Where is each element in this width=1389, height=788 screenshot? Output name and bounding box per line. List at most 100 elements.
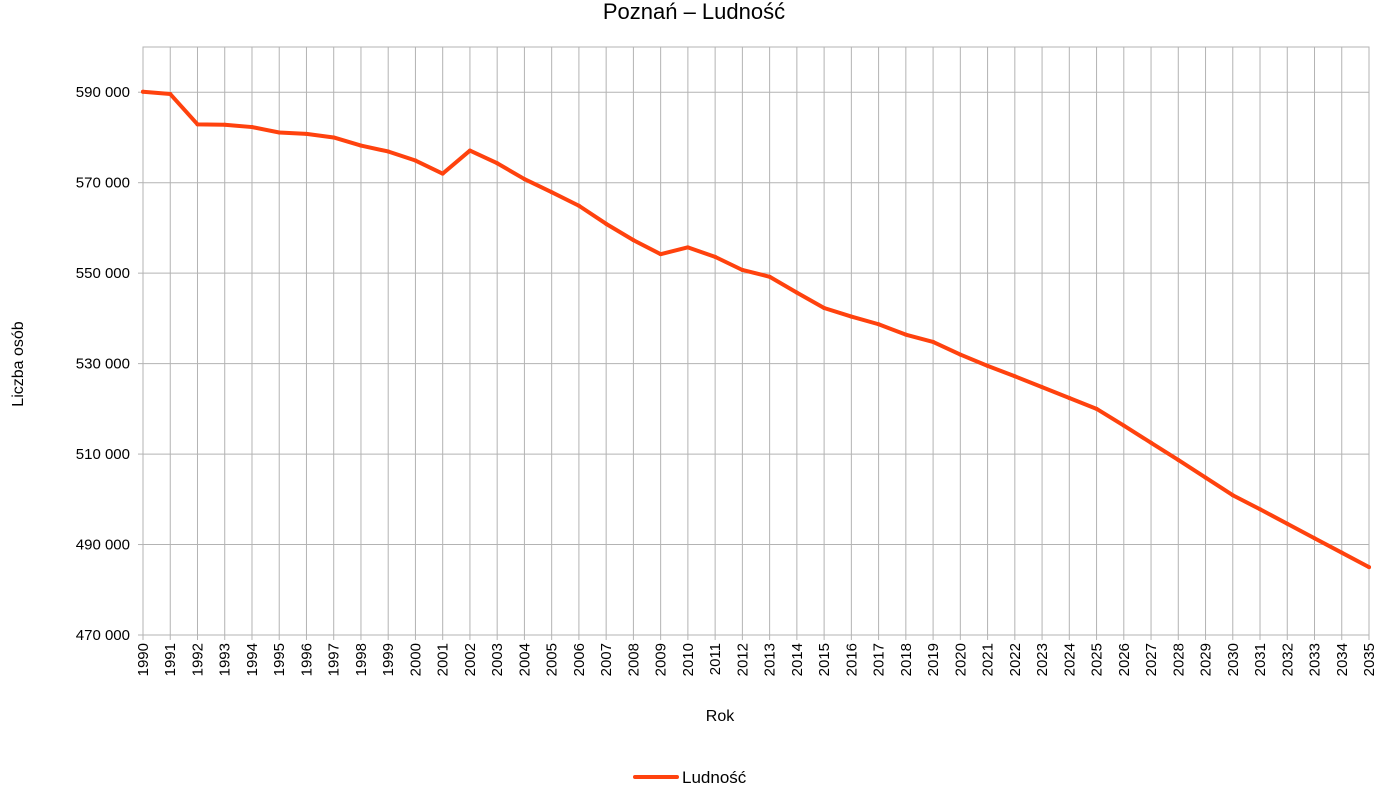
y-tick-label: 590 000 <box>76 84 130 101</box>
y-tick-label: 510 000 <box>76 446 130 463</box>
data-point <box>195 122 200 127</box>
data-point <box>1367 565 1371 570</box>
data-point <box>931 339 936 344</box>
x-tick-label: 2002 <box>462 643 479 676</box>
data-point <box>658 252 663 257</box>
data-point <box>249 125 254 130</box>
y-tick-label: 470 000 <box>76 627 130 644</box>
x-tick-label: 2026 <box>1116 643 1133 676</box>
data-point <box>985 363 990 368</box>
x-tick-label: 2008 <box>625 643 642 676</box>
data-point <box>849 314 854 319</box>
x-tick-label: 2035 <box>1361 643 1378 676</box>
x-tick-label: 2021 <box>980 643 997 676</box>
data-point <box>1176 457 1181 462</box>
data-point <box>1203 475 1208 480</box>
x-tick-label: 1997 <box>326 643 343 676</box>
x-tick-label: 1999 <box>380 643 397 676</box>
y-tick-label: 530 000 <box>76 356 130 373</box>
data-point <box>604 221 609 226</box>
x-tick-label: 2000 <box>407 643 424 676</box>
series-line-ludnosc <box>141 89 1371 570</box>
data-point <box>822 305 827 310</box>
x-tick-label: 1996 <box>298 643 315 676</box>
data-point <box>903 332 908 337</box>
data-point <box>141 89 145 94</box>
data-point <box>1121 423 1126 428</box>
x-axis-tick-labels: 1990 1991 1992 1993 1994 1995 1996 1997 1998 1999… <box>135 643 1378 676</box>
legend-label-ludnosc: Ludność <box>682 768 747 787</box>
data-point <box>222 122 227 127</box>
data-point <box>576 203 581 208</box>
x-tick-label: 2011 <box>707 643 724 675</box>
data-point <box>685 245 690 250</box>
series-layer <box>141 89 1371 570</box>
data-point <box>467 148 472 153</box>
data-point <box>549 190 554 195</box>
legend: Ludność <box>633 768 747 787</box>
data-point <box>1012 374 1017 379</box>
x-tick-label: 2033 <box>1307 643 1324 676</box>
horizontal-gridlines <box>138 91 1369 636</box>
data-point <box>358 143 363 148</box>
x-tick-label: 2018 <box>898 643 915 676</box>
x-tick-label: 2015 <box>816 643 833 676</box>
x-tick-label: 2023 <box>1034 643 1051 676</box>
x-tick-label: 2032 <box>1279 643 1296 676</box>
x-tick-label: 2009 <box>653 643 670 676</box>
y-tick-label: 550 000 <box>76 265 130 282</box>
x-tick-label: 2027 <box>1143 643 1160 676</box>
data-point <box>1067 395 1072 400</box>
data-point <box>277 130 282 135</box>
x-tick-label: 2034 <box>1334 643 1351 676</box>
x-tick-label: 2005 <box>544 643 561 676</box>
y-tick-label: 570 000 <box>76 175 130 192</box>
x-tick-label: 2012 <box>734 643 751 676</box>
data-point <box>331 135 336 140</box>
x-axis-title: Rok <box>706 708 735 725</box>
x-tick-label: 2014 <box>789 643 806 676</box>
chart-title: Poznań – Ludność <box>603 0 785 24</box>
data-point <box>304 131 309 136</box>
x-tick-label: 2022 <box>1007 643 1024 676</box>
x-tick-label: 1992 <box>189 643 206 676</box>
x-tick-label: 2030 <box>1225 643 1242 676</box>
data-point <box>168 92 173 97</box>
data-point <box>1258 507 1263 512</box>
y-axis-title: Liczba osób <box>10 321 27 406</box>
data-point <box>522 177 527 182</box>
x-tick-label: 1995 <box>271 643 288 676</box>
data-point <box>631 238 636 243</box>
data-point <box>1312 536 1317 541</box>
x-tick-label: 2003 <box>489 643 506 676</box>
data-point <box>876 322 881 327</box>
x-tick-label: 1993 <box>217 643 234 676</box>
data-point <box>1094 406 1099 411</box>
data-point <box>440 171 445 176</box>
x-tick-label: 2006 <box>571 643 588 676</box>
data-point <box>495 161 500 166</box>
data-point <box>1149 440 1154 445</box>
x-tick-label: 2024 <box>1061 643 1078 676</box>
data-point <box>794 290 799 295</box>
x-tick-label: 2016 <box>843 643 860 676</box>
data-point <box>413 158 418 163</box>
x-tick-label: 2031 <box>1252 643 1269 676</box>
x-tick-label: 2029 <box>1198 643 1215 676</box>
x-tick-label: 2010 <box>680 643 697 676</box>
data-point <box>767 274 772 279</box>
x-tick-label: 2028 <box>1170 643 1187 676</box>
x-tick-label: 2025 <box>1089 643 1106 676</box>
x-tick-label: 2004 <box>516 643 533 676</box>
plot-area <box>138 46 1371 640</box>
data-point <box>1230 493 1235 498</box>
data-point <box>386 149 391 154</box>
x-tick-label: 2013 <box>762 643 779 676</box>
y-tick-label: 490 000 <box>76 537 130 554</box>
x-tick-label: 2017 <box>871 643 888 676</box>
data-point <box>1040 385 1045 390</box>
x-tick-label: 2001 <box>435 643 452 676</box>
x-tick-label: 2020 <box>952 643 969 676</box>
data-point <box>1339 550 1344 555</box>
